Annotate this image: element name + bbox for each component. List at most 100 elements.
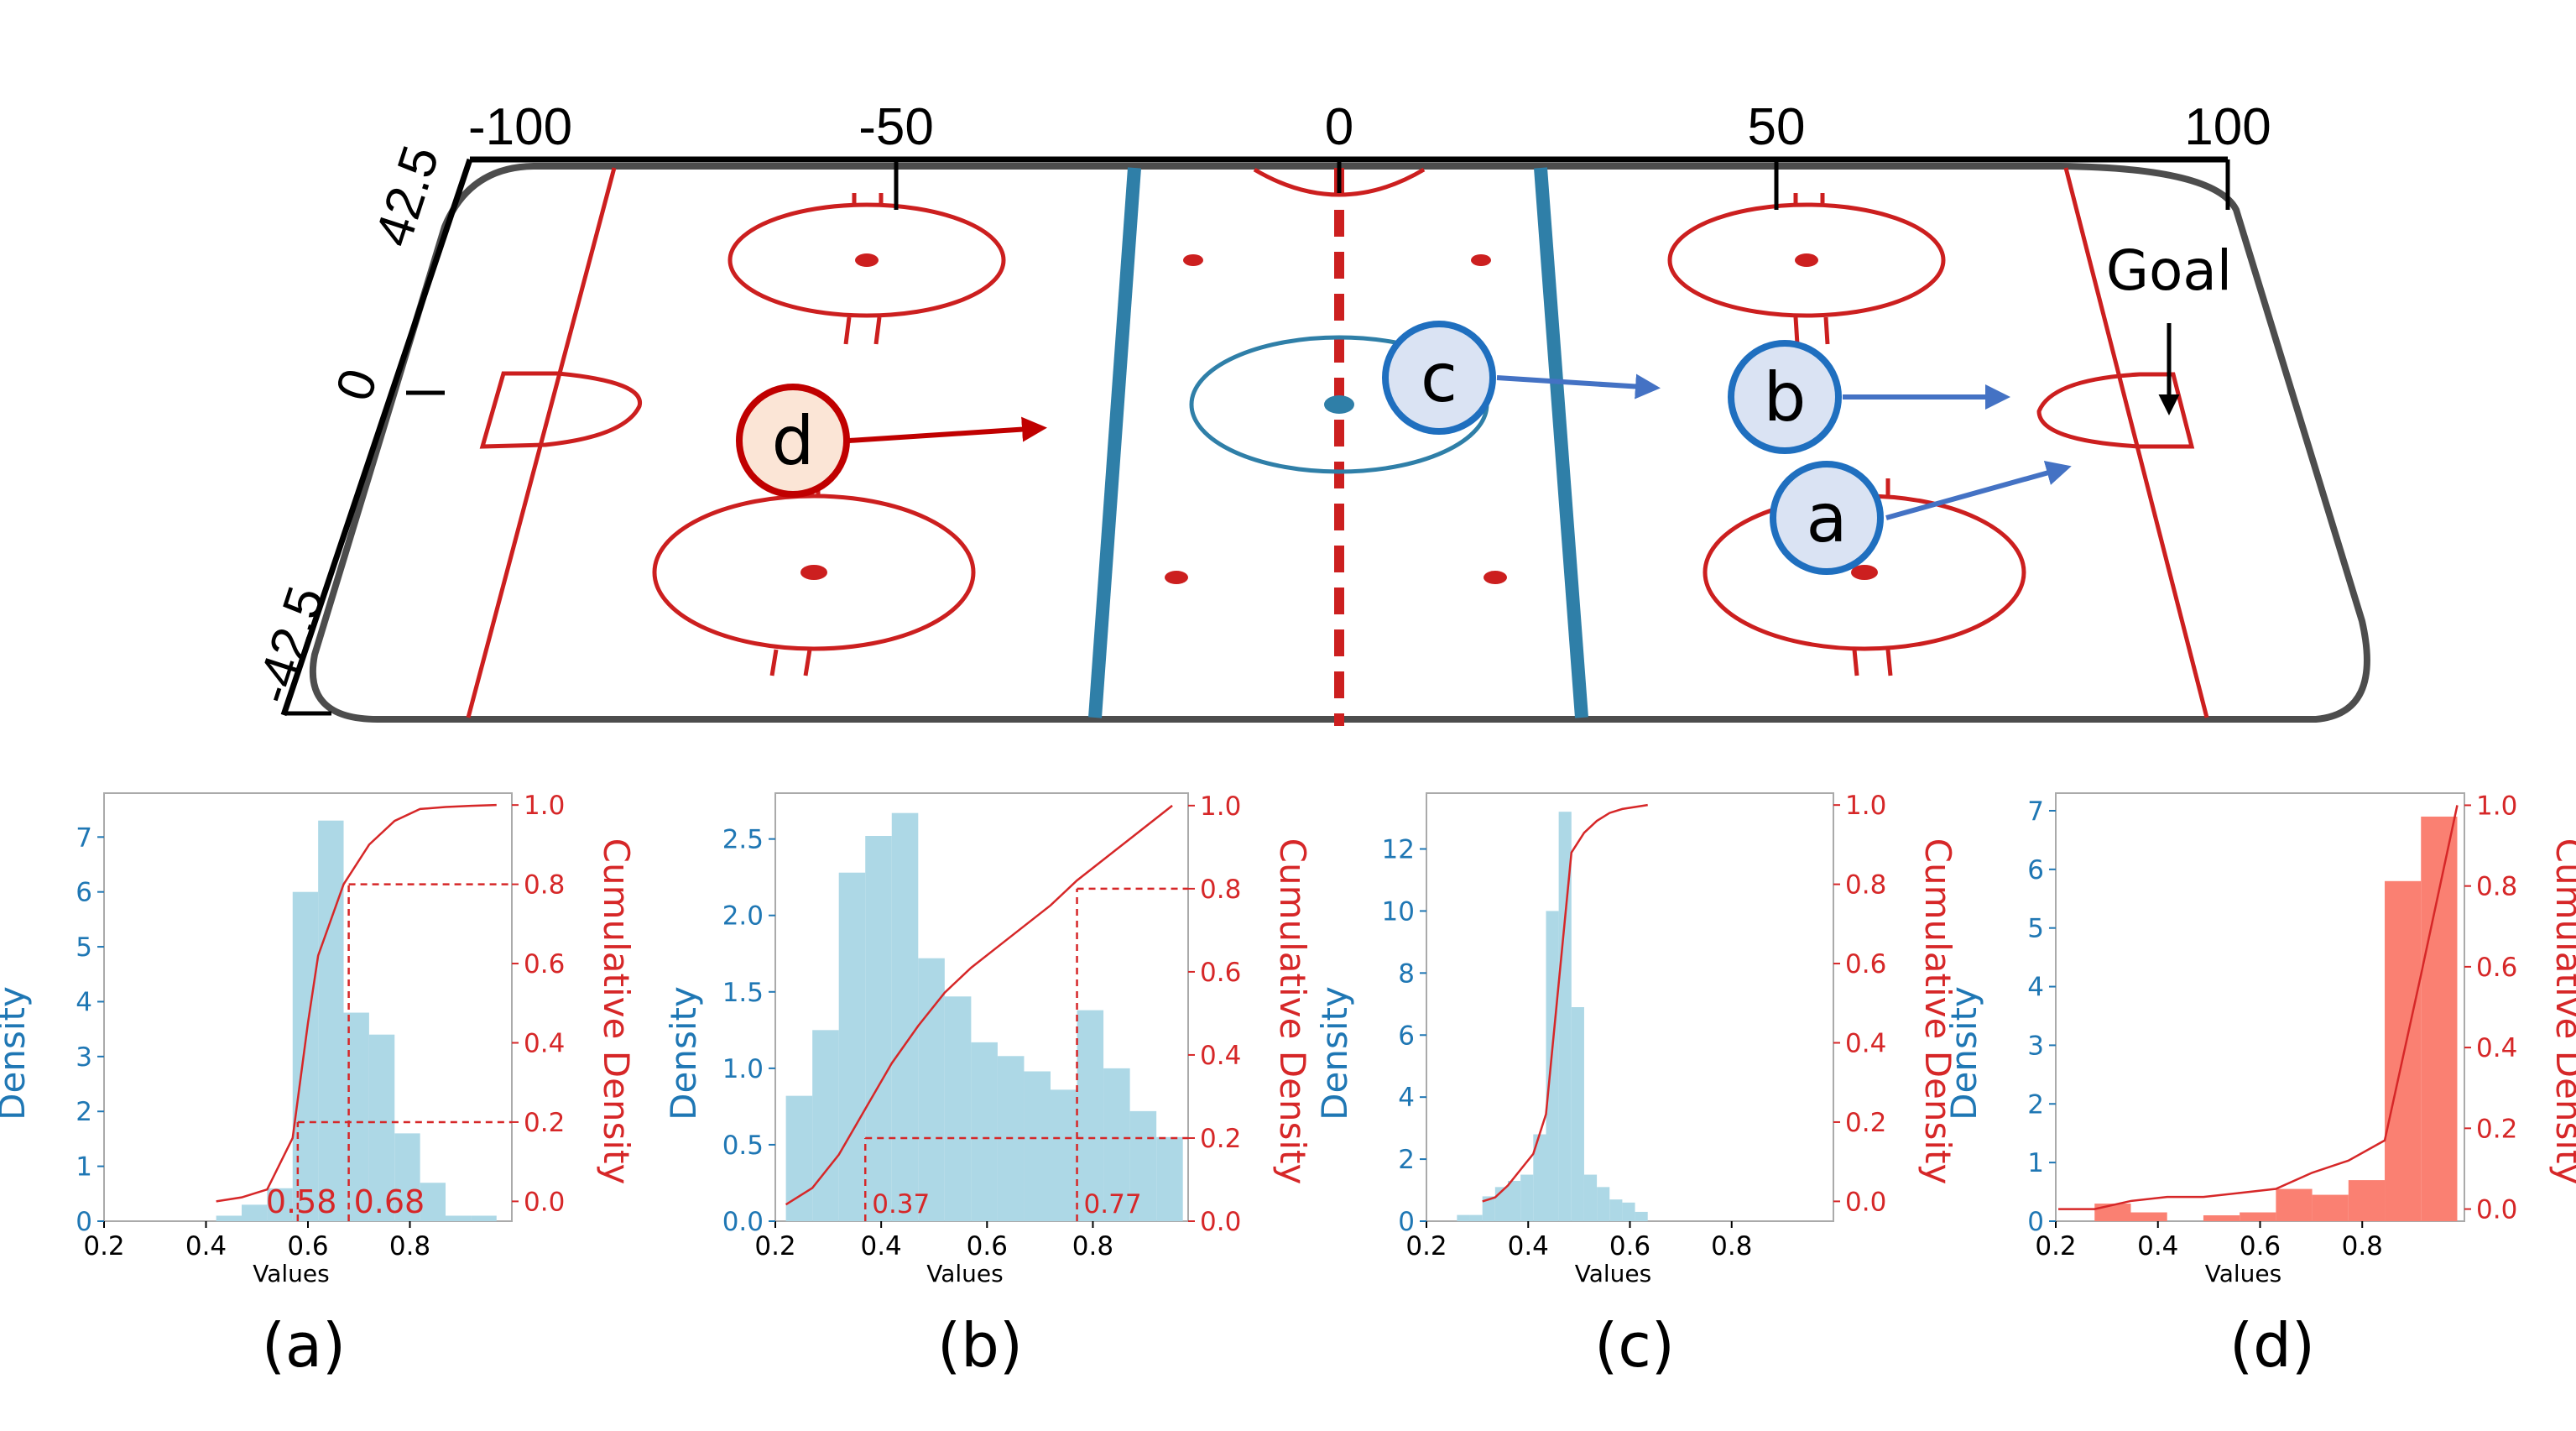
ref-crease: [1253, 167, 1426, 197]
x-tick-label: 0.4: [2137, 1231, 2178, 1261]
histogram-bar: [1051, 1089, 1077, 1221]
cdf-line: [785, 804, 1173, 1206]
histogram-bar: [1469, 1214, 1483, 1221]
y-tick-label: 6: [1398, 1021, 1415, 1051]
y-tick-label: 0: [2027, 1207, 2044, 1237]
cdf-line: [2058, 805, 2459, 1210]
rink-y-tick-label: 42.5: [364, 139, 451, 253]
marker-d-circle: [736, 384, 850, 498]
histogram-bar: [1609, 1199, 1623, 1221]
histogram-bar: [865, 836, 892, 1221]
marker-a-circle: [1770, 461, 1884, 575]
y-axis-label-right: Cumulative Density: [2548, 838, 2576, 1185]
y-axis-label-left: Density: [1943, 986, 1984, 1120]
quantile-label: 0.68: [354, 1183, 425, 1220]
y-tick-label: 1.5: [722, 978, 764, 1008]
x-tick-label: 0.6: [287, 1231, 328, 1261]
panel-caption: (a): [262, 1310, 346, 1381]
y-tick-label: 1: [2027, 1148, 2044, 1178]
y2-tick-label: 0.8: [1845, 870, 1886, 901]
histogram-panel-2: 0.37 0.77 0.2 0.4 0.6 0.8 0.0 0.5 1.0 1.5 2.0 2.5 0.…: [663, 791, 1313, 1381]
histogram-bar: [918, 958, 945, 1221]
histogram-bar: [1077, 1010, 1104, 1221]
panel-caption: (c): [1594, 1310, 1675, 1381]
x-axis-label: Values: [1575, 1260, 1651, 1287]
y-axis-label-right: Cumulative Density: [596, 838, 637, 1185]
histogram-bar: [971, 1042, 998, 1221]
marker-d-arrow: [848, 416, 1047, 443]
histogram-bar: [368, 1034, 395, 1221]
y2-tick-label: 0.0: [1845, 1187, 1886, 1217]
quantile-label: 0.77: [1084, 1189, 1142, 1219]
y-tick-label: 0.5: [722, 1131, 764, 1161]
histogram-bar: [1520, 1174, 1534, 1221]
histogram-bar: [1622, 1202, 1635, 1221]
faceoff-dot-right-top: [1795, 253, 1818, 267]
histogram-bar: [2094, 1204, 2131, 1221]
histogram-bar: [2421, 816, 2458, 1221]
y2-tick-label: 1.0: [1200, 791, 1241, 822]
histogram-bar: [1597, 1187, 1610, 1221]
faceoff-dot-right-bottom: [1851, 565, 1878, 580]
faceoff-circle-left-bottom: [652, 494, 976, 651]
y2-tick-label: 0.0: [524, 1187, 565, 1217]
y-tick-label: 2: [1398, 1145, 1415, 1175]
y-tick-label: 2.5: [722, 825, 764, 855]
histogram-bar: [1635, 1211, 1648, 1221]
marker-d-label: d: [772, 402, 815, 480]
y-tick-label: 2: [76, 1097, 92, 1127]
y-tick-label: 5: [76, 932, 92, 963]
panel-caption: (d): [2229, 1310, 2315, 1381]
rink-y-tick-label: 0: [325, 363, 388, 408]
histogram-bar: [785, 1095, 813, 1221]
histogram-bar: [446, 1215, 472, 1221]
y-tick-label: 4: [2027, 973, 2044, 1003]
faceoff-circle-left-top: [727, 202, 1006, 318]
histogram-bar: [891, 812, 919, 1221]
histogram-panel-4: 0.2 0.4 0.6 0.8 0 1 2 3 4 5 6 7 0.0 0.2 0.4 0.6 0.8 1.0 Va…: [1943, 791, 2576, 1381]
marker-a-label: a: [1806, 479, 1847, 557]
rink-x-tick-label: 100: [2184, 98, 2271, 156]
y2-tick-label: 0.4: [2476, 1033, 2517, 1063]
goal-crease-right: [2036, 372, 2195, 449]
y2-tick-label: 0.2: [2476, 1114, 2517, 1144]
cdf-line: [1482, 803, 1648, 1203]
histogram-bar: [1024, 1071, 1051, 1221]
histogram-panel-1: 0.58 0.68 0.2 0.4 0.6 0.8 0 1 2 3 4 5 6 7 0.0 0.2 0.4 0.6…: [0, 791, 637, 1381]
histogram-panels: 0.58 0.680.2 0.4 0.6 0.8012345670.00.20.40.6…: [0, 791, 2576, 1381]
y2-tick-label: 0.4: [524, 1029, 565, 1059]
rink-x-tick-label: -100: [468, 98, 572, 156]
rink-x-ticks: -100 -50 0 50 100: [468, 98, 2271, 210]
y2-tick-label: 0.8: [524, 870, 565, 901]
histogram-bar: [343, 1012, 369, 1221]
y2-tick-label: 0.6: [1845, 949, 1886, 979]
neutral-zone-dots: [1165, 254, 1507, 584]
y-axis-label-right: Cumulative Density: [1917, 838, 1958, 1185]
marker-a-arrow: [1885, 461, 2072, 520]
x-tick-label: 0.2: [2035, 1231, 2076, 1261]
blue-line-right: [1534, 167, 1588, 718]
cdf-line: [216, 803, 497, 1203]
marker-c-circle: [1382, 321, 1496, 435]
histogram-bar: [2348, 1180, 2386, 1221]
center-dot: [1324, 395, 1354, 414]
y2-tick-label: 0.4: [1200, 1041, 1241, 1071]
histogram-bar: [1482, 1196, 1495, 1221]
rink-left-axis: [280, 158, 473, 717]
y-axis-label-left: Density: [663, 986, 704, 1120]
y-tick-label: 3: [76, 1042, 92, 1073]
histogram-bar: [2130, 1212, 2167, 1221]
y-tick-label: 7: [2027, 796, 2044, 827]
histogram-bar: [1546, 911, 1559, 1221]
y2-tick-label: 0.2: [524, 1108, 565, 1138]
histogram-bar: [420, 1183, 446, 1221]
x-tick-label: 0.6: [1609, 1231, 1650, 1261]
y-tick-label: 2.0: [722, 901, 764, 932]
y-tick-label: 1: [76, 1152, 92, 1183]
rink-x-tick-label: 50: [1748, 98, 1806, 156]
goal-line-right: [2063, 167, 2209, 718]
y-tick-label: 6: [76, 878, 92, 908]
histogram-bar: [394, 1133, 420, 1221]
rink-x-tick-label: -50: [858, 98, 934, 156]
